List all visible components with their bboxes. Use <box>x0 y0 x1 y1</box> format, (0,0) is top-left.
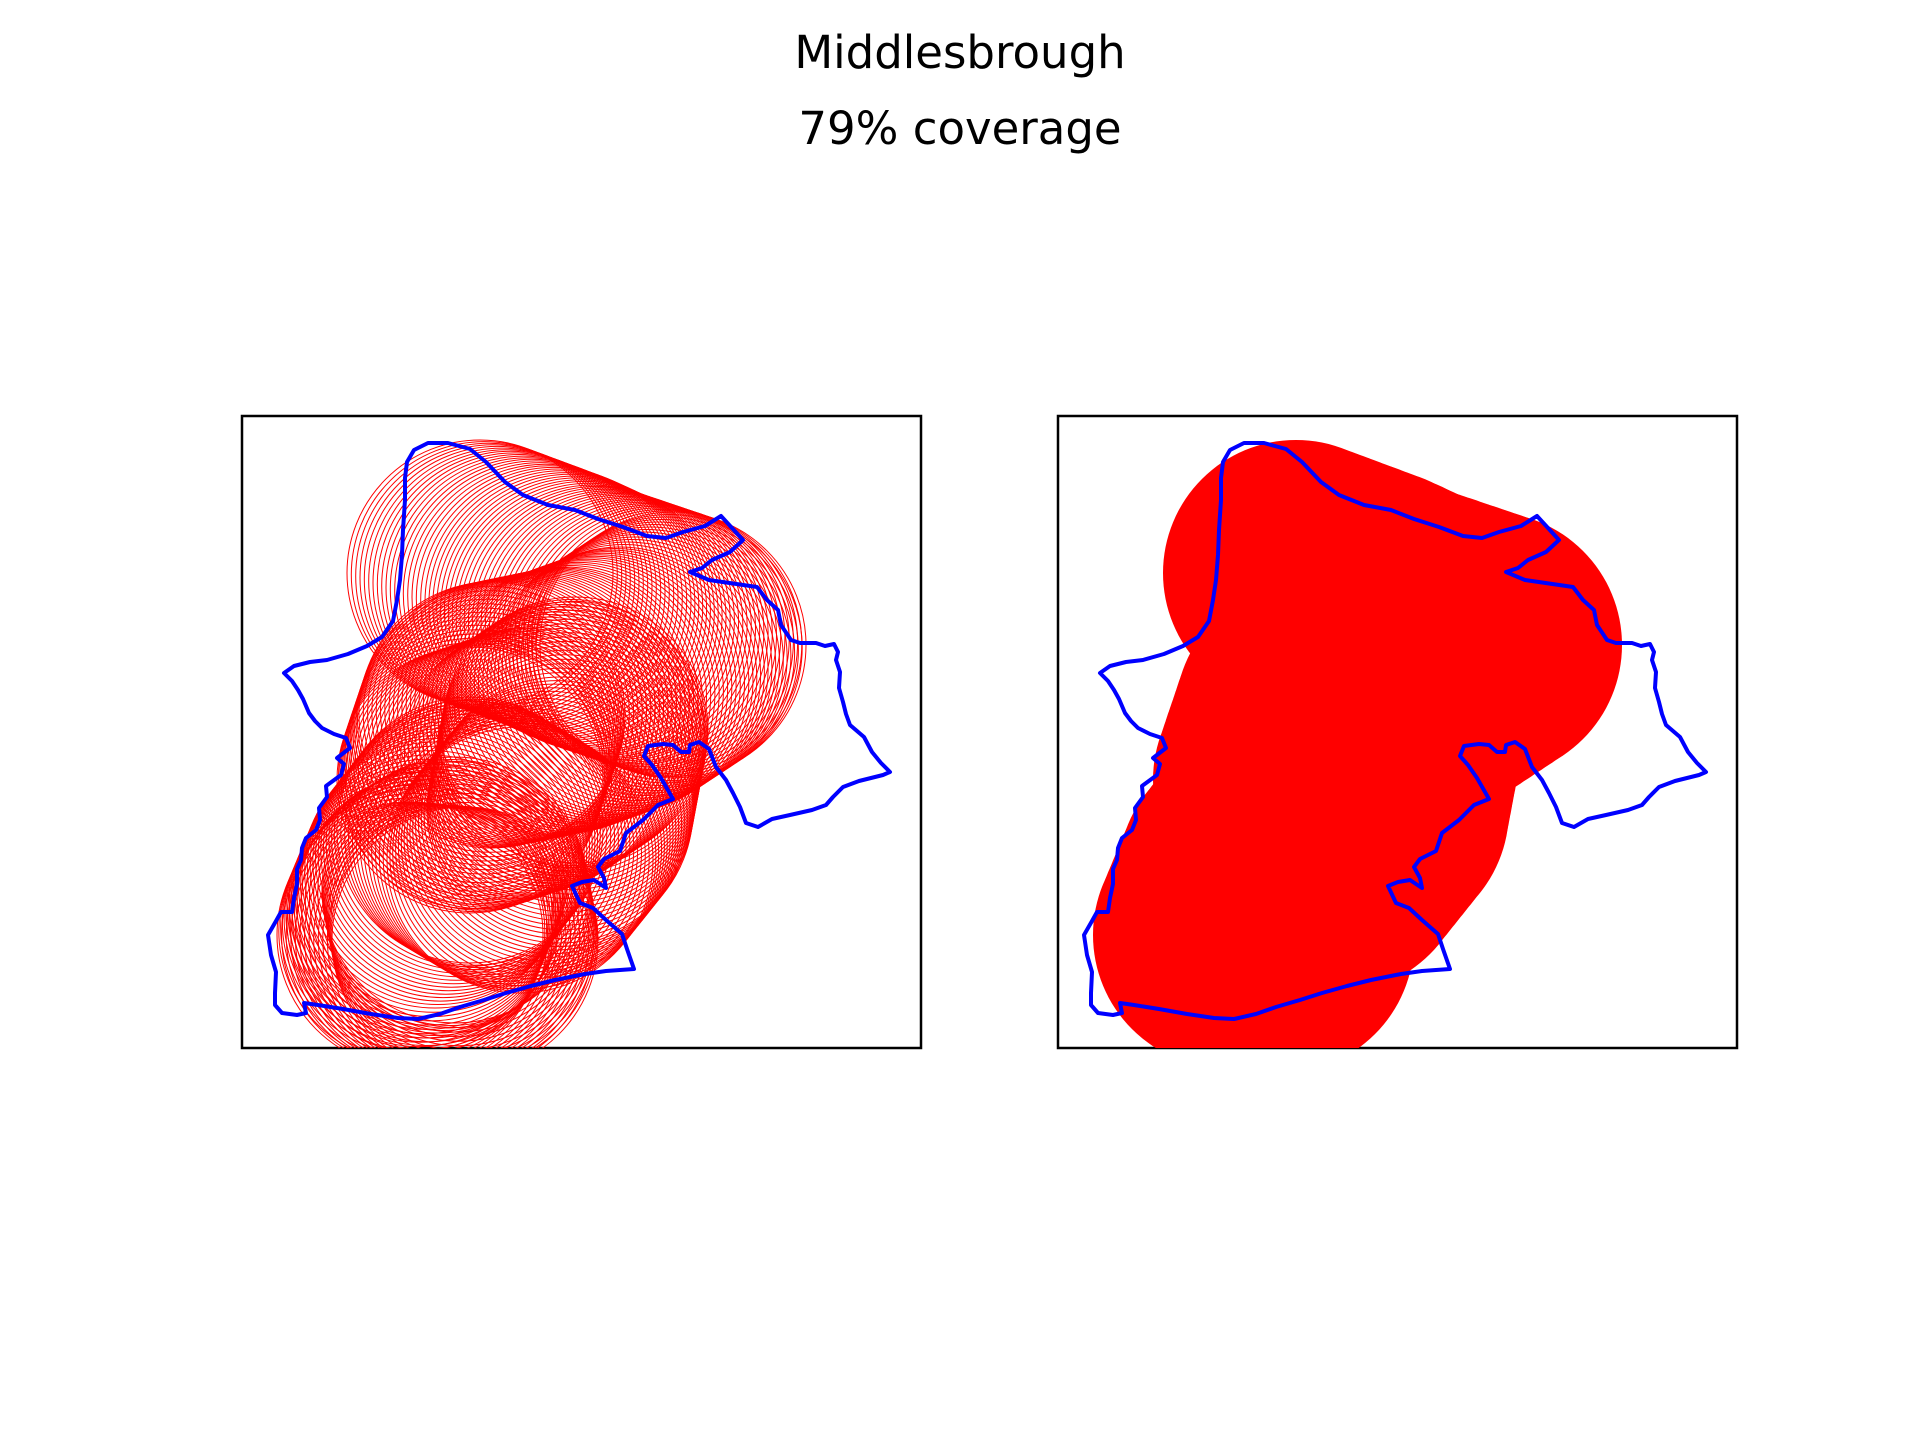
coverage-circle <box>397 573 665 841</box>
coverage-circles <box>276 439 807 1048</box>
coverage-circle <box>330 802 598 1048</box>
coverage-subtitle: 79% coverage <box>798 102 1122 155</box>
coverage-circle <box>357 585 624 853</box>
coverage-circle <box>426 676 694 944</box>
coverage-circle <box>395 715 663 983</box>
coverage-circle <box>317 720 585 988</box>
coverage-circle <box>478 549 745 817</box>
coverage-circle <box>317 759 585 1026</box>
coverage-circle <box>367 579 635 847</box>
coverage-circle <box>289 782 556 1048</box>
boundary-outline <box>266 441 892 1021</box>
coverage-circle <box>312 727 580 995</box>
coverage-circle <box>344 701 612 969</box>
coverage-circle <box>528 519 796 786</box>
coverage-circle <box>300 769 568 1036</box>
coverage-circle <box>306 734 574 1002</box>
coverage-union-panel <box>1056 414 1739 1050</box>
coverage-circle <box>313 804 581 1048</box>
coverage-circle <box>371 578 639 846</box>
coverage-circle <box>345 620 613 888</box>
coverage-circle <box>325 710 593 978</box>
coverage-circle <box>348 703 615 971</box>
coverage-circle <box>371 717 639 985</box>
coverage-circle <box>313 761 581 1029</box>
coverage-area <box>1093 440 1622 1048</box>
coverage-circle <box>329 797 597 1048</box>
coverage-disc <box>1103 787 1369 1048</box>
coverage-circle <box>278 797 546 1048</box>
buffer-circles-panel <box>240 414 923 1050</box>
coverage-circle <box>331 703 599 971</box>
coverage-circle <box>283 784 551 1048</box>
figure-title: Middlesbrough <box>794 26 1126 79</box>
coverage-circle <box>336 696 604 964</box>
coverage-circle <box>294 775 561 1043</box>
coverage-circle <box>323 713 590 981</box>
coverage-circle <box>412 694 680 962</box>
coverage-circle <box>296 771 564 1039</box>
coverage-circle <box>392 627 660 895</box>
coverage-circle <box>321 756 589 1024</box>
coverage-circle <box>387 629 655 897</box>
coverage-circle <box>429 663 696 931</box>
coverage-circle <box>286 786 554 1048</box>
coverage-circle <box>304 766 572 1034</box>
coverage-circle <box>280 792 548 1048</box>
coverage-circle <box>324 770 592 1038</box>
coverage-circle <box>409 697 677 965</box>
boundary-outline <box>1082 441 1708 1021</box>
